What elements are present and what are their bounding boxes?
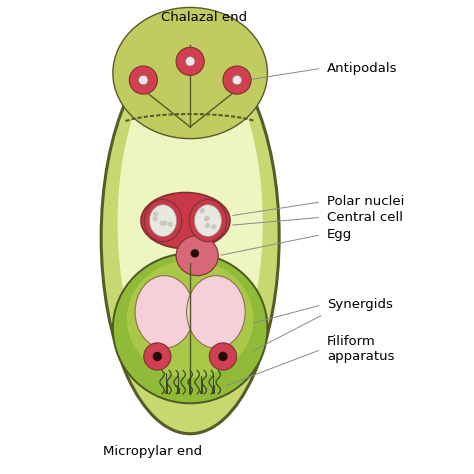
Ellipse shape: [113, 254, 267, 403]
Text: Antipodals: Antipodals: [327, 62, 397, 75]
Text: Synergids: Synergids: [327, 299, 393, 311]
Circle shape: [205, 216, 210, 221]
Circle shape: [153, 352, 162, 361]
Bar: [212, 388, 215, 391]
Bar: [201, 382, 203, 385]
Circle shape: [185, 57, 195, 66]
Bar: [177, 388, 180, 391]
Ellipse shape: [176, 236, 218, 276]
Bar: [201, 391, 203, 394]
Ellipse shape: [144, 343, 171, 370]
Bar: [178, 379, 179, 382]
Text: Polar nuclei: Polar nuclei: [327, 195, 404, 209]
Bar: [189, 385, 191, 388]
Ellipse shape: [189, 200, 227, 242]
Bar: [213, 373, 214, 376]
Bar: [201, 385, 203, 388]
Ellipse shape: [118, 50, 263, 396]
Ellipse shape: [223, 66, 251, 94]
Bar: [201, 373, 202, 376]
Ellipse shape: [101, 40, 279, 434]
Ellipse shape: [210, 343, 237, 370]
Circle shape: [204, 216, 209, 221]
Bar: [166, 382, 168, 385]
Text: Filiform
apparatus: Filiform apparatus: [327, 336, 394, 364]
Bar: [166, 373, 167, 376]
Text: Micropylar end: Micropylar end: [103, 446, 202, 458]
Circle shape: [159, 220, 164, 226]
Ellipse shape: [194, 205, 221, 237]
Bar: [166, 385, 168, 388]
Text: Egg: Egg: [327, 228, 352, 241]
Bar: [177, 391, 180, 394]
Text: Chalazal end: Chalazal end: [161, 11, 247, 24]
Circle shape: [205, 223, 210, 228]
Circle shape: [191, 249, 199, 257]
Ellipse shape: [144, 200, 182, 242]
Bar: [166, 376, 167, 379]
Bar: [190, 376, 191, 379]
Bar: [166, 379, 167, 382]
Ellipse shape: [141, 192, 230, 249]
Bar: [190, 379, 191, 382]
Circle shape: [200, 208, 205, 213]
Ellipse shape: [127, 260, 254, 377]
Bar: [178, 373, 179, 376]
Circle shape: [211, 224, 216, 229]
Bar: [201, 376, 202, 379]
Ellipse shape: [135, 276, 194, 348]
Ellipse shape: [113, 8, 267, 138]
Ellipse shape: [149, 205, 177, 237]
Ellipse shape: [187, 276, 245, 348]
Bar: [178, 376, 179, 379]
Circle shape: [168, 222, 173, 227]
Circle shape: [162, 221, 167, 226]
Bar: [212, 391, 215, 394]
Bar: [212, 385, 215, 388]
Bar: [213, 379, 214, 382]
Ellipse shape: [129, 66, 157, 94]
Bar: [190, 373, 191, 376]
Bar: [213, 382, 214, 385]
Text: Central cell: Central cell: [327, 211, 403, 224]
Circle shape: [218, 352, 228, 361]
Bar: [189, 391, 191, 394]
Bar: [189, 388, 191, 391]
Bar: [177, 385, 180, 388]
Bar: [165, 391, 168, 394]
Bar: [201, 388, 203, 391]
Circle shape: [153, 217, 158, 222]
Ellipse shape: [176, 47, 204, 75]
Bar: [189, 382, 191, 385]
Circle shape: [153, 211, 158, 217]
Bar: [165, 388, 168, 391]
Circle shape: [232, 75, 242, 85]
Bar: [178, 382, 179, 385]
Bar: [201, 379, 202, 382]
Bar: [213, 376, 214, 379]
Circle shape: [138, 75, 148, 85]
